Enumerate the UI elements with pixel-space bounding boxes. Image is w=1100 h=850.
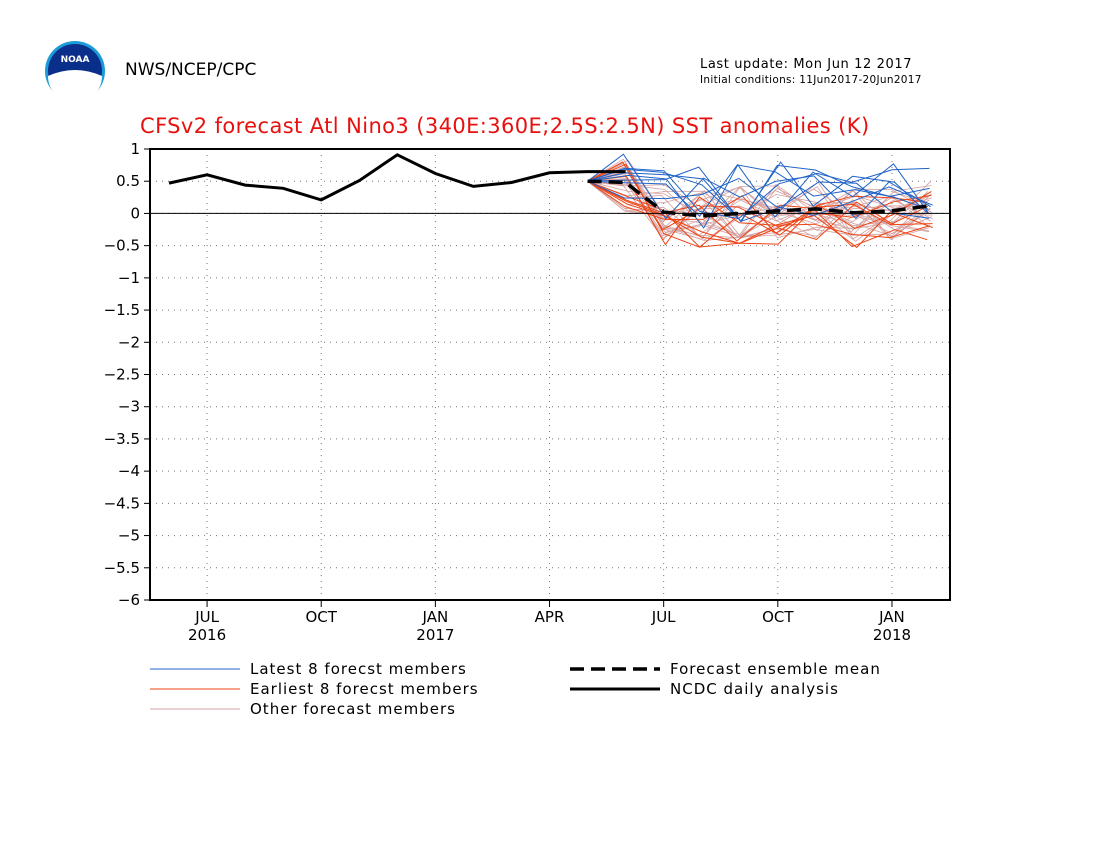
legend: Latest 8 forecst members Earliest 8 forec… <box>150 660 881 718</box>
x-tick-label: OCT <box>762 608 794 626</box>
y-tick-label: −2 <box>118 333 140 351</box>
latest-member-line <box>587 167 930 220</box>
x-tick-label: JUL <box>194 608 219 626</box>
other-member-line <box>587 159 931 238</box>
ncdc-analysis-line <box>168 153 626 202</box>
y-tick-label: −4 <box>118 462 140 480</box>
latest-member-line <box>587 164 929 217</box>
latest-member-line <box>587 153 931 220</box>
latest-member-line <box>587 163 930 229</box>
x-tick-label: JAN <box>422 608 449 626</box>
x-tick-label: OCT <box>305 608 337 626</box>
legend-label-latest: Latest 8 forecst members <box>250 660 467 678</box>
chart-title: CFSv2 forecast Atl Nino3 (340E:360E;2.5S… <box>140 114 870 138</box>
y-tick-label: −5 <box>118 527 140 545</box>
noaa-logo: NOAA <box>45 41 105 102</box>
noaa-logo-text: NOAA <box>61 55 90 65</box>
y-tick-label: −3.5 <box>104 430 140 448</box>
latest-member-line <box>587 172 930 222</box>
y-tick-label: −1.5 <box>104 301 140 319</box>
x-tick-year: 2016 <box>188 626 226 644</box>
initial-conditions: Initial conditions: 11Jun2017-20Jun2017 <box>700 74 922 86</box>
x-tick-year: 2018 <box>873 626 911 644</box>
legend-label-earliest: Earliest 8 forecst members <box>250 680 479 698</box>
earliest-member-line <box>587 175 931 246</box>
y-tick-label: −1 <box>118 269 140 287</box>
x-tick-label: JUL <box>651 608 676 626</box>
latest-member-line <box>587 164 930 222</box>
y-axis: 1 0.5 0 −0.5 −1 −1.5 −2 −2.5 −3 −3.5 −4 −4.5 −5 −5.5 −… <box>104 140 150 609</box>
y-tick-label: −2.5 <box>104 366 140 384</box>
x-tick-year: 2017 <box>416 626 454 644</box>
y-tick-label: 0 <box>130 204 140 222</box>
y-tick-label: −5.5 <box>104 559 140 577</box>
x-tick-label: JAN <box>878 608 905 626</box>
legend-label-observed: NCDC daily analysis <box>670 680 839 698</box>
last-update: Last update: Mon Jun 12 2017 <box>700 57 913 72</box>
x-tick-label: APR <box>535 608 565 626</box>
org-name: NWS/NCEP/CPC <box>125 60 257 80</box>
legend-label-mean: Forecast ensemble mean <box>670 660 881 678</box>
y-tick-label: −4.5 <box>104 494 140 512</box>
y-tick-label: 1 <box>130 140 140 158</box>
legend-label-other: Other forecast members <box>250 700 456 718</box>
y-tick-label: 0.5 <box>116 172 140 190</box>
y-tick-label: −0.5 <box>104 237 140 255</box>
ensemble-mean-line <box>587 179 931 218</box>
y-tick-label: −6 <box>118 591 140 609</box>
forecast-members <box>587 153 933 249</box>
y-tick-label: −3 <box>118 398 140 416</box>
